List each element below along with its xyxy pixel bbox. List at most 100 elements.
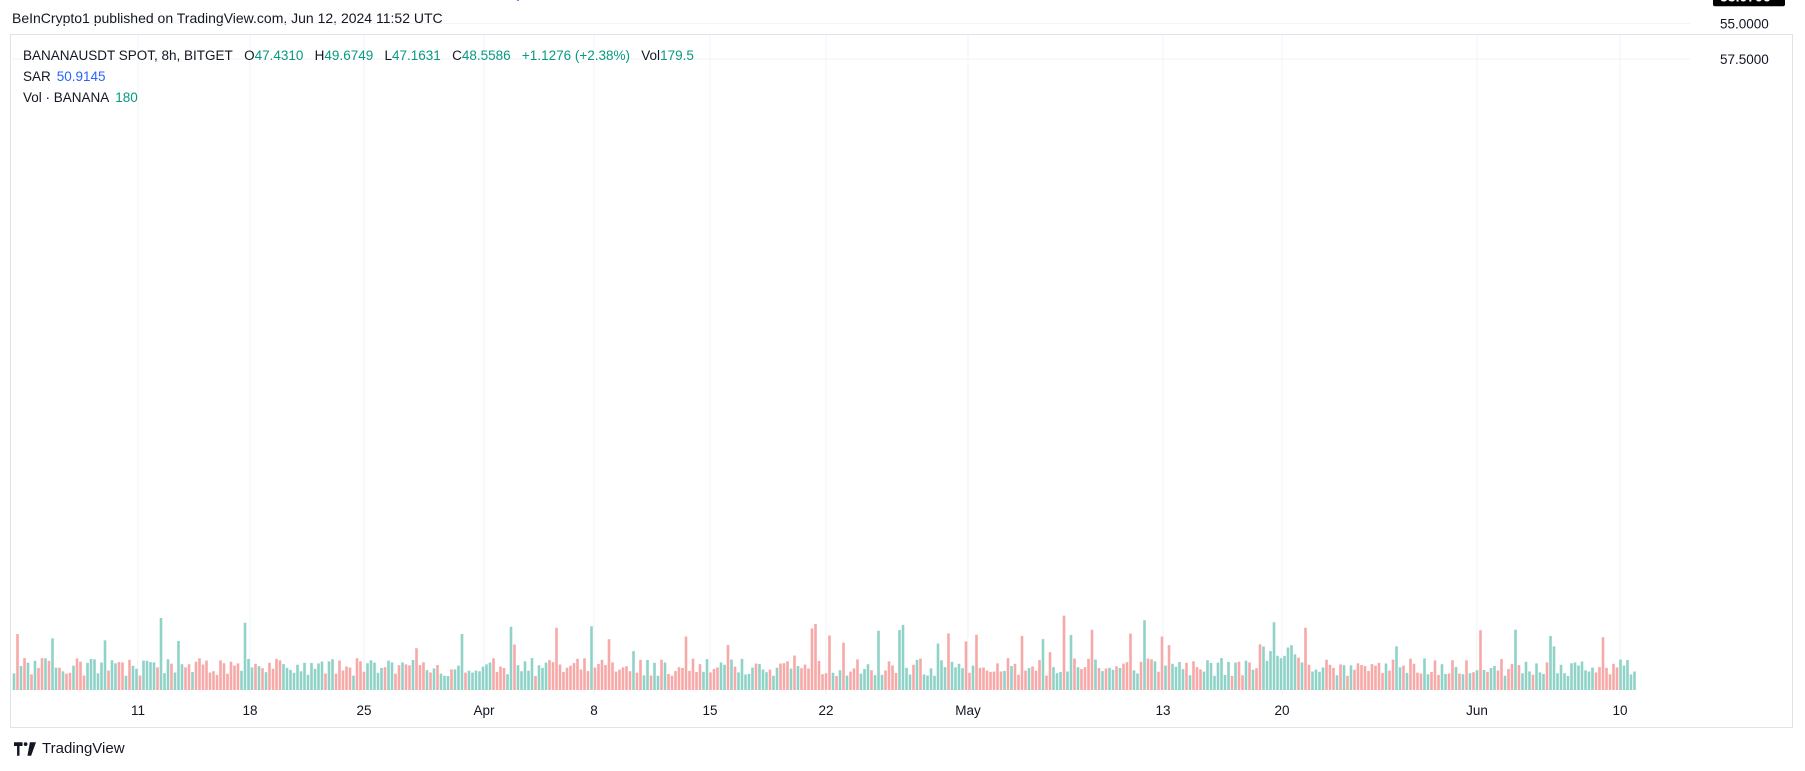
volume-bar <box>719 662 723 690</box>
volume-bar <box>527 670 530 690</box>
volume-bar <box>1318 671 1321 690</box>
footer[interactable]: TradingView <box>14 740 125 757</box>
volume-bar <box>712 668 716 690</box>
volume-bar <box>807 668 810 690</box>
volume-bar <box>1220 658 1223 690</box>
volume-bar <box>359 661 362 690</box>
volume-bar <box>1496 670 1500 690</box>
volume-bar <box>331 659 334 690</box>
volume-bar <box>870 670 873 690</box>
volume-bar <box>1328 664 1332 690</box>
volume-bar <box>1237 661 1241 690</box>
volume-bar <box>1052 667 1055 690</box>
volume-bar <box>1335 675 1339 690</box>
volume-bar <box>110 660 114 690</box>
volume-bar <box>670 675 674 690</box>
volume-bar <box>1339 664 1342 690</box>
volume-bar <box>604 664 607 690</box>
volume-bar <box>191 672 194 690</box>
volume-bar <box>247 658 250 690</box>
volume-bar <box>1475 670 1479 690</box>
volume-bar <box>509 626 513 690</box>
legend-vol: 179.5 <box>660 48 694 63</box>
volume-bar <box>569 665 572 690</box>
volume-bar <box>40 658 44 690</box>
volume-bar <box>1227 661 1230 690</box>
volume-bar <box>1514 629 1517 690</box>
volume-bar <box>390 662 394 690</box>
volume-bar <box>1500 659 1503 690</box>
volume-bar <box>996 663 999 690</box>
parabolic-sar <box>516 0 520 1</box>
volume-bar <box>271 668 275 690</box>
volume-bar <box>709 672 712 690</box>
volume-bar <box>1013 663 1017 690</box>
volume-bar <box>796 665 800 690</box>
volume-bar <box>1181 669 1185 690</box>
volume-bar <box>261 668 264 690</box>
volume-bar <box>212 671 215 690</box>
price-axis[interactable]: 57.500055.000050.000047.500042.500040.00… <box>1720 0 1769 67</box>
volume-bar <box>702 671 705 690</box>
volume-bar <box>572 663 576 690</box>
volume-bar <box>240 670 243 690</box>
volume-bar <box>355 658 359 690</box>
time-axis-label: Apr <box>473 703 495 718</box>
volume-bar <box>544 662 548 690</box>
legend-symbol[interactable]: BANANAUSDT SPOT, 8h, BITGET <box>23 48 233 63</box>
volume-bar <box>978 667 982 690</box>
volume-bar <box>590 626 593 690</box>
volume-bar <box>397 665 401 690</box>
volume-bar <box>723 664 726 690</box>
volume-bar <box>324 673 327 690</box>
volume-bar <box>758 663 761 690</box>
volume-bar <box>698 664 702 690</box>
volume-bar <box>838 670 842 690</box>
volume-bar <box>1248 662 1251 690</box>
legend-ohlc: BANANAUSDT SPOT, 8h, BITGET O47.4310 H49… <box>23 45 694 66</box>
volume-bar <box>1517 665 1521 690</box>
volume-bar <box>614 671 618 690</box>
volume-bar <box>1188 675 1192 690</box>
volume-bar <box>310 662 313 690</box>
volume-bar <box>1374 665 1377 690</box>
volume-bar <box>642 675 646 690</box>
volume-bar <box>1353 669 1356 690</box>
volume-bar <box>1153 661 1157 690</box>
volume-bar <box>1342 665 1346 690</box>
volume-bar <box>68 672 72 690</box>
volume-bar <box>1251 669 1255 690</box>
legend-low-label: L <box>384 48 393 63</box>
volume-bar <box>1528 671 1531 690</box>
volume-bar <box>768 669 772 690</box>
volume-bar <box>866 664 870 690</box>
volume-bar <box>1300 662 1304 690</box>
volume-bar <box>1598 667 1601 690</box>
volume-bar <box>842 642 845 690</box>
volume-bar <box>1384 663 1388 690</box>
volume-bar <box>688 670 691 690</box>
volume-bar <box>1279 658 1283 690</box>
volume-bar <box>12 673 16 690</box>
volume-bar <box>1192 661 1195 690</box>
volume-bar <box>1276 655 1279 690</box>
volume-bar <box>1262 646 1265 690</box>
volume-bar <box>1003 670 1006 690</box>
volume-bar <box>1283 655 1286 690</box>
volume-bar <box>103 640 107 690</box>
volume-bar <box>534 675 537 690</box>
volume-bar <box>971 665 975 690</box>
legend-sar[interactable]: SAR 50.9145 <box>23 66 694 87</box>
volume-bar <box>1321 667 1325 690</box>
volume-bar <box>653 662 656 690</box>
time-axis[interactable]: 11 18 25 Apr 8 15 22 May 13 20 Jun 10 <box>131 703 1628 718</box>
volume-bar <box>1293 654 1297 690</box>
volume-bar <box>751 667 754 690</box>
volume-bar <box>1381 672 1384 690</box>
volume-bar <box>1090 629 1094 690</box>
volume-bar <box>75 658 79 690</box>
volume-bar <box>639 659 642 690</box>
legend-volume[interactable]: Vol · BANANA 180 <box>23 87 694 108</box>
volume-bar <box>1535 663 1538 690</box>
